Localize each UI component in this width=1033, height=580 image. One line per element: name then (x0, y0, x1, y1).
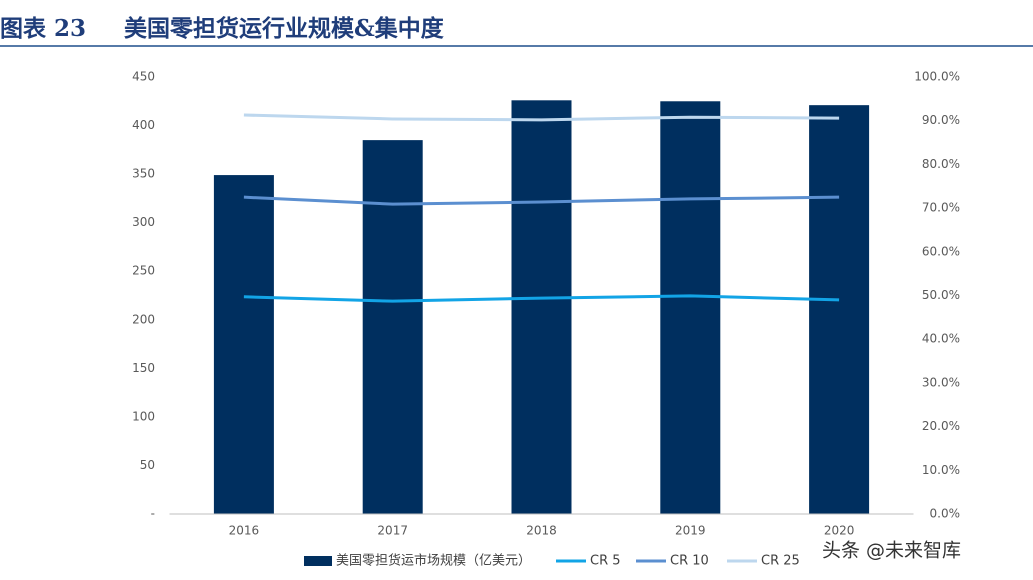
y-tick-label: 50 (140, 458, 155, 472)
y2-tick-label: 40.0% (922, 332, 960, 346)
y2-tick-label: 70.0% (922, 201, 960, 215)
y2-tick-label: 10.0% (922, 463, 960, 477)
y2-tick-label: 50.0% (922, 288, 960, 302)
y2-tick-label: 100.0% (914, 70, 960, 84)
legend-swatch (304, 556, 332, 566)
y2-tick-label: 0.0% (930, 507, 961, 521)
y-tick-label: 400 (132, 118, 155, 132)
x-tick-label: 2017 (377, 524, 408, 538)
chart-title: 美国零担货运行业规模&集中度 (124, 15, 445, 42)
y2-tick-label: 90.0% (922, 113, 960, 127)
x-tick-label: 2018 (526, 524, 557, 538)
y2-tick-label: 80.0% (922, 157, 960, 171)
legend-label: 美国零担货运市场规模（亿美元） (336, 553, 531, 569)
bar (362, 140, 423, 514)
y-tick-label: 250 (132, 264, 155, 278)
y-tick-label: 350 (132, 167, 155, 181)
y-tick-label: 450 (132, 70, 155, 84)
legend-label: CR 25 (761, 554, 800, 569)
watermark: 头条 @未来智库 (822, 540, 961, 562)
y2-tick-label: 30.0% (922, 375, 960, 389)
x-tick-label: 2020 (824, 524, 855, 538)
line-series (243, 294, 840, 303)
legend-label: CR 10 (670, 554, 709, 569)
bar (213, 175, 274, 515)
bar (511, 100, 572, 514)
x-tick-label: 2019 (675, 524, 706, 538)
line-series (243, 195, 840, 206)
y-tick-label: - (151, 507, 155, 521)
bar (809, 105, 870, 514)
figure-label: 图表 23 (0, 15, 86, 42)
y2-tick-label: 60.0% (922, 244, 960, 258)
y2-tick-label: 20.0% (922, 419, 960, 433)
y-tick-label: 300 (132, 215, 155, 229)
x-tick-label: 2016 (229, 524, 260, 538)
line-series (243, 113, 840, 122)
y-tick-label: 150 (132, 361, 155, 375)
y-tick-label: 100 (132, 409, 155, 423)
bar (660, 101, 721, 515)
y-tick-label: 200 (132, 312, 155, 326)
legend-label: CR 5 (590, 554, 621, 569)
